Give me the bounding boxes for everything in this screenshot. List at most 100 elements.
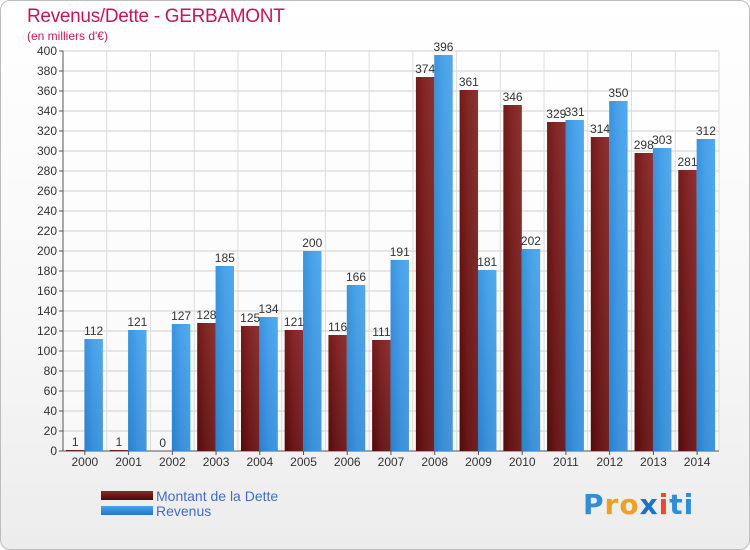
bar-dette-shade bbox=[372, 340, 391, 451]
y-tick-label: 300 bbox=[37, 144, 57, 158]
data-label-dette: 281 bbox=[677, 155, 697, 169]
bar-dette-shade bbox=[415, 77, 435, 451]
y-tick-label: 400 bbox=[37, 44, 57, 58]
y-tick-label: 280 bbox=[37, 164, 57, 178]
logo-letter: i bbox=[658, 488, 670, 521]
logo-letter: x bbox=[639, 488, 659, 521]
y-tick-label: 380 bbox=[37, 64, 57, 78]
data-label-revenus: 350 bbox=[608, 86, 628, 100]
bar-revenus-shade bbox=[609, 101, 628, 451]
bar-revenus-shade bbox=[696, 139, 716, 451]
data-label-dette: 314 bbox=[590, 122, 610, 136]
y-tick-label: 0 bbox=[50, 444, 57, 458]
x-tick-label: 2012 bbox=[596, 455, 623, 469]
x-tick-label: 2004 bbox=[246, 455, 273, 469]
bar-revenus-shade bbox=[521, 249, 541, 451]
bar-dette-shade bbox=[547, 122, 566, 451]
data-label-revenus: 112 bbox=[84, 324, 103, 338]
y-tick-label: 20 bbox=[44, 424, 58, 438]
data-label-dette: 111 bbox=[372, 325, 391, 339]
legend: Montant de la Dette Revenus bbox=[101, 487, 279, 519]
x-tick-label: 2002 bbox=[159, 455, 186, 469]
data-label-revenus: 166 bbox=[346, 270, 366, 284]
legend-item-revenus: Revenus bbox=[101, 502, 278, 519]
legend-swatch-dette bbox=[101, 491, 153, 500]
data-label-dette: 346 bbox=[503, 90, 523, 104]
bar-dette-shade bbox=[590, 137, 610, 451]
legend-item-dette: Montant de la Dette bbox=[101, 487, 279, 504]
y-tick-label: 200 bbox=[37, 244, 57, 258]
y-tick-label: 60 bbox=[44, 384, 58, 398]
bar-dette-shade bbox=[197, 323, 216, 451]
y-tick-label: 120 bbox=[37, 324, 57, 338]
y-tick-label: 360 bbox=[37, 84, 57, 98]
data-label-revenus: 200 bbox=[302, 236, 322, 250]
y-tick-label: 160 bbox=[37, 284, 57, 298]
y-tick-label: 100 bbox=[37, 344, 57, 358]
bar-dette-shade bbox=[240, 326, 260, 451]
bar-revenus-shade bbox=[171, 324, 191, 451]
bar-revenus-shade bbox=[215, 266, 234, 451]
x-tick-label: 2001 bbox=[115, 455, 142, 469]
bar-revenus-shade bbox=[478, 270, 497, 451]
data-label-revenus: 396 bbox=[433, 40, 453, 54]
data-label-revenus: 181 bbox=[477, 255, 497, 269]
bars bbox=[66, 55, 716, 451]
data-label-revenus: 191 bbox=[390, 245, 410, 259]
data-label-dette: 361 bbox=[459, 75, 479, 89]
y-tick-label: 180 bbox=[37, 264, 57, 278]
bar-dette-shade bbox=[109, 450, 129, 451]
data-label-revenus: 127 bbox=[171, 309, 191, 323]
x-tick-label: 2005 bbox=[290, 455, 317, 469]
data-label-revenus: 121 bbox=[127, 315, 147, 329]
legend-label-dette: Montant de la Dette bbox=[156, 487, 279, 504]
bar-revenus-shade bbox=[259, 317, 278, 451]
data-label-dette: 374 bbox=[415, 62, 435, 76]
x-tick-label: 2014 bbox=[684, 455, 711, 469]
bar-revenus-shade bbox=[390, 260, 409, 451]
x-tick-label: 2008 bbox=[421, 455, 448, 469]
bar-revenus-shade bbox=[84, 339, 103, 451]
bar-revenus-shade bbox=[565, 120, 584, 451]
x-tick-label: 2006 bbox=[334, 455, 361, 469]
bar-dette-shade bbox=[503, 105, 522, 451]
bar-dette-shade bbox=[459, 90, 479, 451]
data-label-dette: 116 bbox=[328, 320, 347, 334]
data-label-dette: 298 bbox=[634, 138, 654, 152]
logo-letter: i bbox=[683, 488, 695, 521]
legend-swatch-revenus bbox=[101, 506, 153, 515]
logo-letter: P bbox=[583, 488, 605, 521]
bar-dette-shade bbox=[328, 335, 347, 451]
y-tick-label: 340 bbox=[37, 104, 57, 118]
x-tick-label: 2007 bbox=[378, 455, 405, 469]
chart-title: Revenus/Dette - GERBAMONT bbox=[27, 6, 285, 27]
bar-revenus-shade bbox=[303, 251, 322, 451]
legend-label-revenus: Revenus bbox=[156, 502, 212, 519]
x-tick-label: 2011 bbox=[553, 455, 579, 469]
data-label-revenus: 303 bbox=[652, 133, 672, 147]
bar-revenus-shade bbox=[346, 285, 366, 451]
x-tick-label: 2000 bbox=[72, 455, 99, 469]
chart-subtitle: (en milliers d'€) bbox=[27, 29, 108, 43]
bar-dette-shade bbox=[66, 450, 85, 451]
data-label-revenus: 202 bbox=[521, 234, 541, 248]
bar-revenus-shade bbox=[652, 148, 672, 451]
data-label-dette: 0 bbox=[159, 436, 166, 450]
y-tick-label: 80 bbox=[44, 364, 58, 378]
logo-letter: r bbox=[604, 488, 620, 521]
axes: 0204060801001201401601802002202402602803… bbox=[37, 44, 719, 469]
data-label-revenus: 331 bbox=[565, 105, 585, 119]
data-label-dette: 1 bbox=[116, 435, 123, 449]
x-tick-label: 2013 bbox=[640, 455, 667, 469]
y-tick-label: 320 bbox=[37, 124, 57, 138]
data-label-revenus: 134 bbox=[259, 302, 279, 316]
logo-letter: o bbox=[619, 488, 640, 521]
data-label-dette: 125 bbox=[240, 311, 260, 325]
x-tick-label: 2003 bbox=[203, 455, 230, 469]
logo-letter: t bbox=[669, 488, 684, 521]
proxiti-logo: Proxiti bbox=[583, 488, 694, 521]
bar-revenus-shade bbox=[434, 55, 453, 451]
